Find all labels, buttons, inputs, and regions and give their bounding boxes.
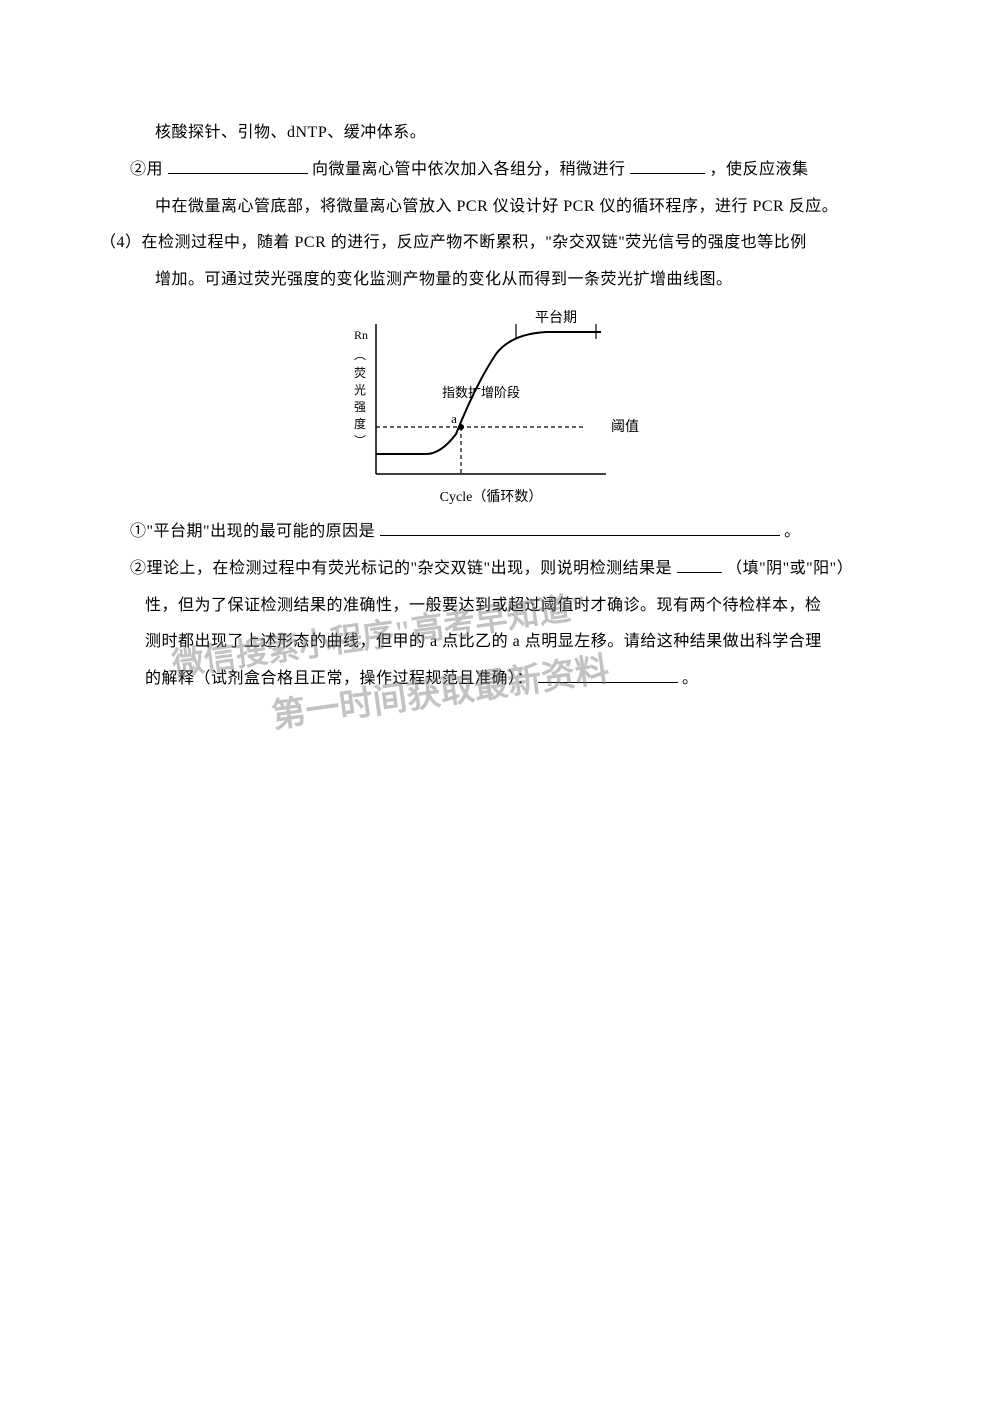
text: ，使反应液集 [710, 161, 809, 178]
chart-container: 平台期 指数扩增阶段 a 阈值 Cycle（循环数） Rn ︵ 荧 光 强 度 … [100, 309, 892, 509]
text: 测时都出现了上述形态的曲线，但甲的 a 点比乙的 a 点明显左移。请给这种结果做… [145, 633, 822, 650]
text-line: 中在微量离心管底部，将微量离心管放入 PCR 仪设计好 PCR 仪的循环程序，进… [100, 189, 892, 226]
text: 。 [784, 523, 801, 540]
text: ②用 [130, 161, 163, 178]
y-label-char: Rn [354, 328, 368, 342]
text-line: ②理论上，在检测过程中有荧光标记的"杂交双链"出现，则说明检测结果是 （填"阴"… [100, 551, 892, 588]
document-content: 核酸探针、引物、dNTP、缓冲体系。 ②用 向微量离心管中依次加入各组分，稍微进… [0, 0, 992, 698]
text: 增加。可通过荧光强度的变化监测产物量的变化从而得到一条荧光扩增曲线图。 [155, 271, 733, 288]
x-axis-label: Cycle（循环数） [440, 489, 543, 505]
threshold-label: 阈值 [611, 419, 639, 435]
text-line: ①"平台期"出现的最可能的原因是 。 [100, 514, 892, 551]
fill-blank [168, 156, 308, 174]
fill-blank [630, 156, 705, 174]
text-line: 测时都出现了上述形态的曲线，但甲的 a 点比乙的 a 点明显左移。请给这种结果做… [100, 624, 892, 661]
y-label-char: 光 [354, 383, 366, 397]
text-line: ②用 向微量离心管中依次加入各组分，稍微进行 ，使反应液集 [100, 152, 892, 189]
text: 的解释（试剂盒合格且正常，操作过程规范且准确）： [145, 670, 533, 687]
text: 性，但为了保证检测结果的准确性，一般要达到或超过阈值时才确诊。现有两个待检样本，… [145, 597, 822, 614]
pcr-curve-chart: 平台期 指数扩增阶段 a 阈值 Cycle（循环数） Rn ︵ 荧 光 强 度 … [336, 309, 656, 509]
point-a-label: a [451, 411, 457, 426]
point-a-marker [458, 424, 464, 430]
y-label-char: 荧 [354, 366, 366, 380]
text: 向微量离心管中依次加入各组分，稍微进行 [312, 161, 626, 178]
y-label-char: ︶ [354, 434, 366, 448]
text-line: （4）在检测过程中，随着 PCR 的进行，反应产物不断累积，"杂交双链"荧光信号… [100, 225, 892, 262]
text: 中在微量离心管底部，将微量离心管放入 PCR 仪设计好 PCR 仪的循环程序，进… [155, 198, 838, 215]
y-label-char: 度 [354, 416, 366, 431]
text: ②理论上，在检测过程中有荧光标记的"杂交双链"出现，则说明检测结果是 [130, 560, 672, 577]
text-line: 性，但为了保证检测结果的准确性，一般要达到或超过阈值时才确诊。现有两个待检样本，… [100, 588, 892, 625]
text: 。 [682, 670, 699, 687]
text: （4）在检测过程中，随着 PCR 的进行，反应产物不断累积，"杂交双链"荧光信号… [100, 234, 807, 251]
fill-blank [677, 555, 722, 573]
text: （填"阴"或"阳"） [726, 560, 853, 577]
exponential-label: 指数扩增阶段 [442, 385, 520, 400]
text: 核酸探针、引物、dNTP、缓冲体系。 [155, 124, 426, 141]
text-line: 的解释（试剂盒合格且正常，操作过程规范且准确）： 。 [100, 661, 892, 698]
y-label-char: ︵ [354, 348, 366, 362]
fill-blank [538, 665, 678, 683]
fill-blank [380, 518, 780, 536]
text-line: 增加。可通过荧光强度的变化监测产物量的变化从而得到一条荧光扩增曲线图。 [100, 262, 892, 299]
y-label-char: 强 [354, 400, 366, 414]
text-line: 核酸探针、引物、dNTP、缓冲体系。 [100, 115, 892, 152]
text: ①"平台期"出现的最可能的原因是 [130, 523, 375, 540]
plateau-label: 平台期 [535, 310, 577, 326]
